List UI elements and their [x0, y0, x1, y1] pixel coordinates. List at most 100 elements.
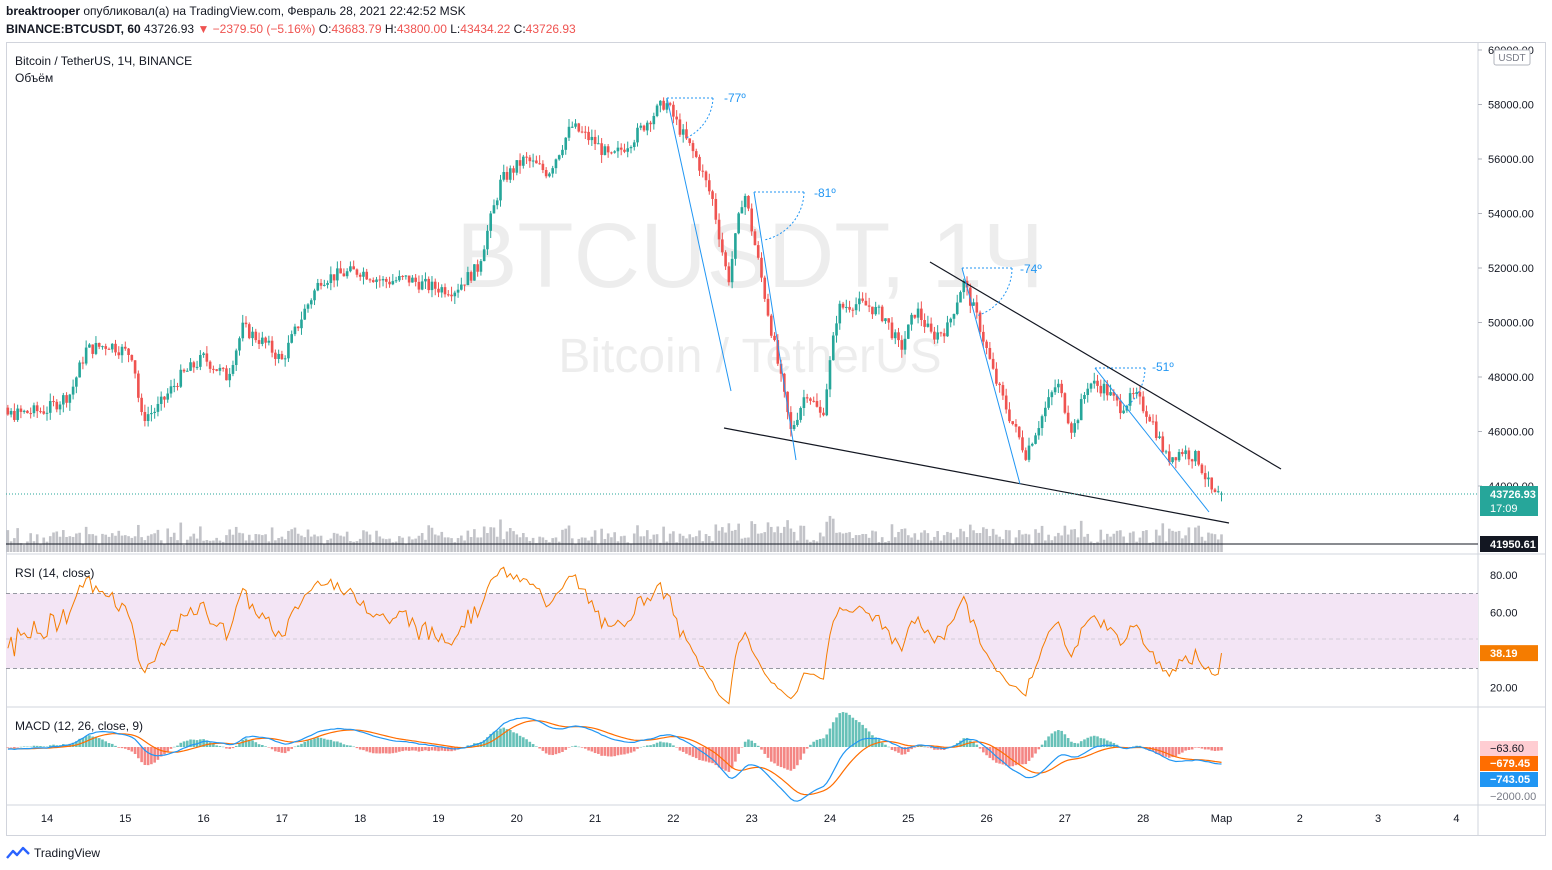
rsi-line[interactable]: [7, 566, 1222, 705]
macd-hist-bar: [694, 747, 698, 759]
macd-hist-bar: [538, 747, 541, 749]
macd-hist-bar: [1132, 746, 1135, 748]
macd-hist-bar: [287, 747, 290, 752]
macd-hist-bar: [965, 737, 969, 747]
price-tick: 54000.00: [1488, 209, 1534, 221]
macd-pane-title[interactable]: MACD (12, 26, close, 9): [15, 719, 143, 733]
chart-svg[interactable]: BTCUSDT, 1Ч Bitcoin / TetherUS -77º -81º…: [6, 42, 1546, 836]
macd-hist-bar: [420, 747, 424, 752]
crosshair-marker: [1480, 536, 1538, 552]
macd-hist-bar: [208, 742, 212, 747]
volume-bar: [476, 537, 479, 552]
macd-hist-bar: [352, 746, 355, 748]
candle-body: [1047, 397, 1050, 408]
candle-body: [502, 171, 506, 180]
macd-line[interactable]: [7, 717, 1222, 802]
volume-bar: [257, 534, 261, 552]
volume-bar: [1171, 530, 1174, 552]
volume-bar: [805, 539, 809, 552]
volume-bar: [949, 532, 953, 552]
macd-hist-bar: [597, 747, 600, 754]
candle-body: [554, 159, 558, 169]
trend-angle-line-1[interactable]: [666, 97, 732, 392]
volume-bar: [587, 540, 590, 552]
macd-hist-bar: [900, 747, 904, 755]
candle-body: [1119, 400, 1122, 414]
price-axis[interactable]: 60000.0058000.0056000.0054000.0052000.00…: [1478, 45, 1534, 493]
macd-hist-bar: [796, 747, 799, 766]
macd-hist-bar: [763, 747, 767, 754]
trend-angle-line-3[interactable]: [961, 267, 1021, 485]
candle-body: [140, 397, 143, 413]
candle-body: [1132, 393, 1135, 395]
trend-angle-line-2[interactable]: [753, 191, 797, 461]
footer-brand[interactable]: TradingView: [34, 846, 101, 860]
angle-label-2: -81º: [814, 186, 836, 200]
rsi-pane-title[interactable]: RSI (14, close): [15, 566, 94, 580]
macd-hist-bar: [378, 747, 382, 754]
volume-bar: [913, 533, 917, 552]
volume-bar: [150, 534, 153, 552]
main-pane-title[interactable]: Bitcoin / TetherUS, 1Ч, BINANCE: [15, 54, 192, 68]
trend-angle-line-4[interactable]: [1094, 367, 1210, 513]
currency-badge-box[interactable]: [1493, 49, 1531, 66]
volume-bar: [1057, 532, 1060, 552]
candle-body: [632, 142, 636, 148]
candle-body: [531, 160, 535, 162]
volume-bar: [659, 542, 662, 552]
candle-body: [19, 408, 23, 412]
candle-body: [968, 287, 972, 306]
volume-bar: [267, 541, 271, 552]
volume-bar: [1037, 532, 1041, 552]
candle-body: [1203, 473, 1207, 480]
candle-body: [16, 408, 19, 420]
angle-label-1: -77º: [724, 91, 746, 105]
volume-bar: [296, 533, 300, 552]
macd-signal-line[interactable]: [7, 720, 1222, 796]
author-name[interactable]: breaktrooper: [6, 4, 81, 18]
candle-body: [551, 168, 554, 174]
macd-hist-bar: [1194, 747, 1197, 748]
candle-body: [463, 284, 466, 286]
volume-bar: [388, 538, 391, 552]
volume-bar: [645, 530, 649, 552]
candle-body: [698, 156, 701, 171]
candle-body: [1079, 399, 1083, 421]
candle-body: [137, 373, 140, 398]
wedge-lower-trendline[interactable]: [723, 427, 1230, 524]
volume-bar: [867, 537, 871, 552]
drawings[interactable]: -77º -81º -74º -51º: [6, 91, 1478, 545]
macd-hist-bar: [280, 747, 284, 753]
macd-hist-bar: [652, 744, 656, 747]
volume-bar: [1148, 542, 1152, 552]
volume-bar: [698, 530, 701, 552]
candle-body: [678, 119, 682, 135]
candlesticks[interactable]: [6, 97, 1223, 502]
candle-body: [590, 136, 594, 141]
volume-bar: [900, 529, 904, 552]
candle-body: [29, 413, 32, 415]
time-axis[interactable]: 14 15 16 17 18 19 20 21 22 23 24 25 26 27 28 Мар 2 3 4: [41, 813, 1460, 825]
candle-body: [942, 333, 946, 337]
volume-bar: [1194, 527, 1197, 552]
chart-frame[interactable]: BTCUSDT, 1Ч Bitcoin / TetherUS -77º -81º…: [6, 42, 1546, 836]
candle-body: [1030, 443, 1034, 446]
macd-hist-bar: [929, 747, 933, 749]
candle-body: [743, 195, 747, 208]
macd-hist-bar: [903, 747, 907, 755]
candle-body: [681, 129, 685, 135]
angle-arc-3: [975, 267, 1013, 317]
volume-bar: [1070, 529, 1073, 552]
macd-hist-bar: [264, 746, 267, 747]
volume-bar: [326, 539, 329, 552]
volume-bar: [218, 540, 222, 552]
candle-body: [1057, 383, 1060, 388]
candle-body: [166, 393, 170, 400]
macd-hist-bar: [926, 747, 930, 748]
wedge-upper-trendline[interactable]: [929, 261, 1282, 470]
volume-pane-title[interactable]: Объём: [15, 71, 53, 85]
candle-body: [1050, 392, 1054, 398]
candle-body: [577, 123, 581, 132]
macd-hist-bar: [623, 747, 626, 755]
macd-hist-bar: [959, 740, 962, 747]
